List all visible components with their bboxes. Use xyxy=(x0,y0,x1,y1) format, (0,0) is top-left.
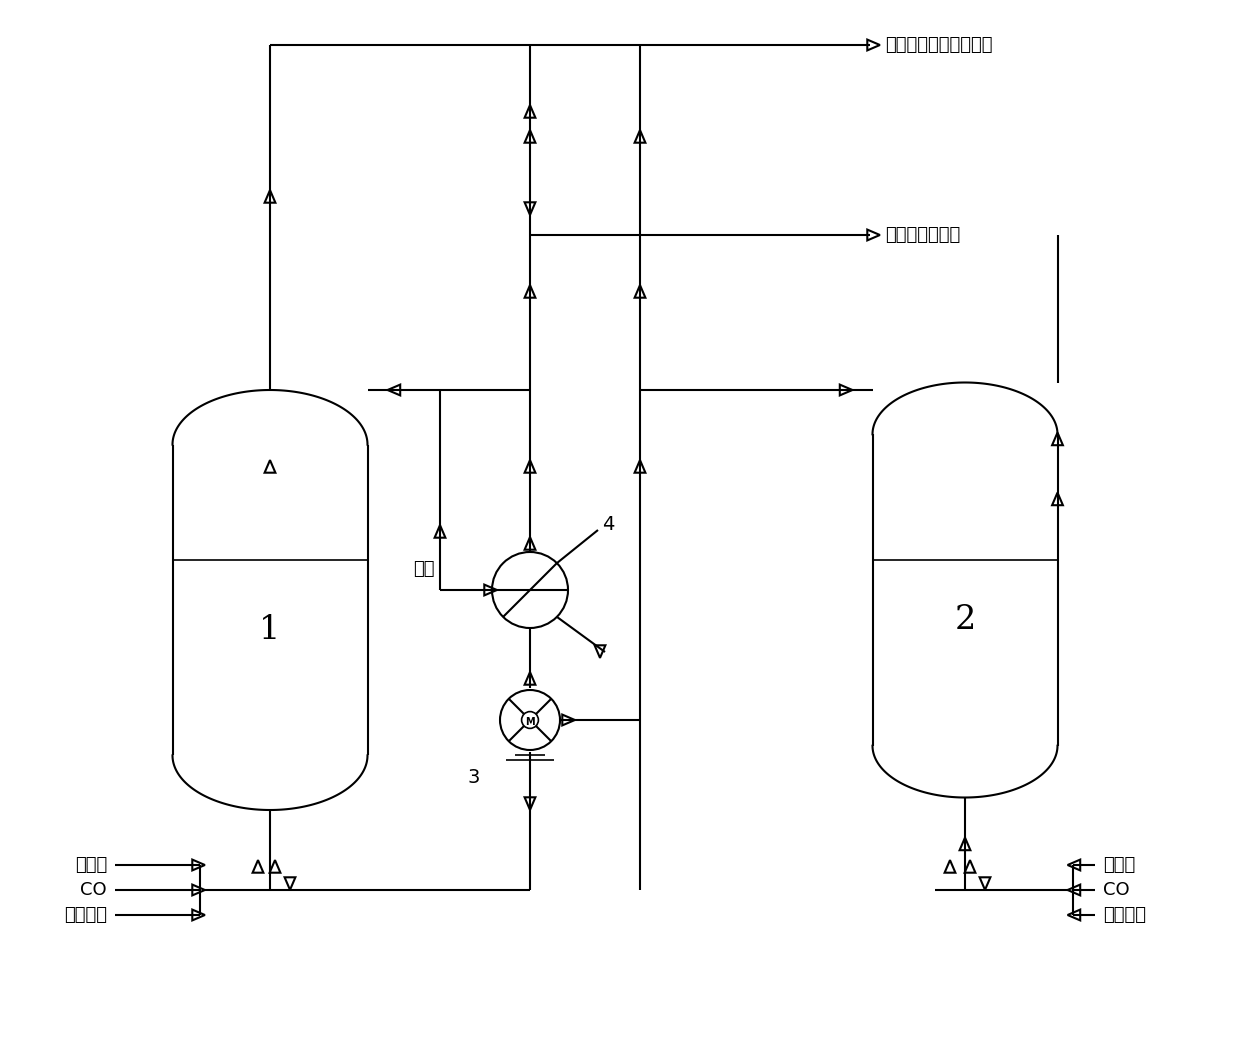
Text: 催化剂: 催化剂 xyxy=(1104,856,1136,874)
Text: 产物至精馏系统: 产物至精馏系统 xyxy=(885,226,960,244)
Text: 3: 3 xyxy=(467,768,480,787)
Text: M: M xyxy=(526,717,534,727)
Text: 醒酸甲酯: 醒酸甲酯 xyxy=(1104,906,1146,924)
Text: CO: CO xyxy=(1104,881,1130,899)
Text: 4: 4 xyxy=(601,516,614,535)
Text: 催化剂: 催化剂 xyxy=(74,856,107,874)
Text: CO: CO xyxy=(81,881,107,899)
Text: 气相至冷凝、净化系统: 气相至冷凝、净化系统 xyxy=(885,36,992,54)
Text: 1: 1 xyxy=(259,614,280,646)
Text: 蔭汽: 蔭汽 xyxy=(413,560,435,578)
Text: 醒酸甲酯: 醒酸甲酯 xyxy=(64,906,107,924)
Text: 2: 2 xyxy=(955,605,976,636)
